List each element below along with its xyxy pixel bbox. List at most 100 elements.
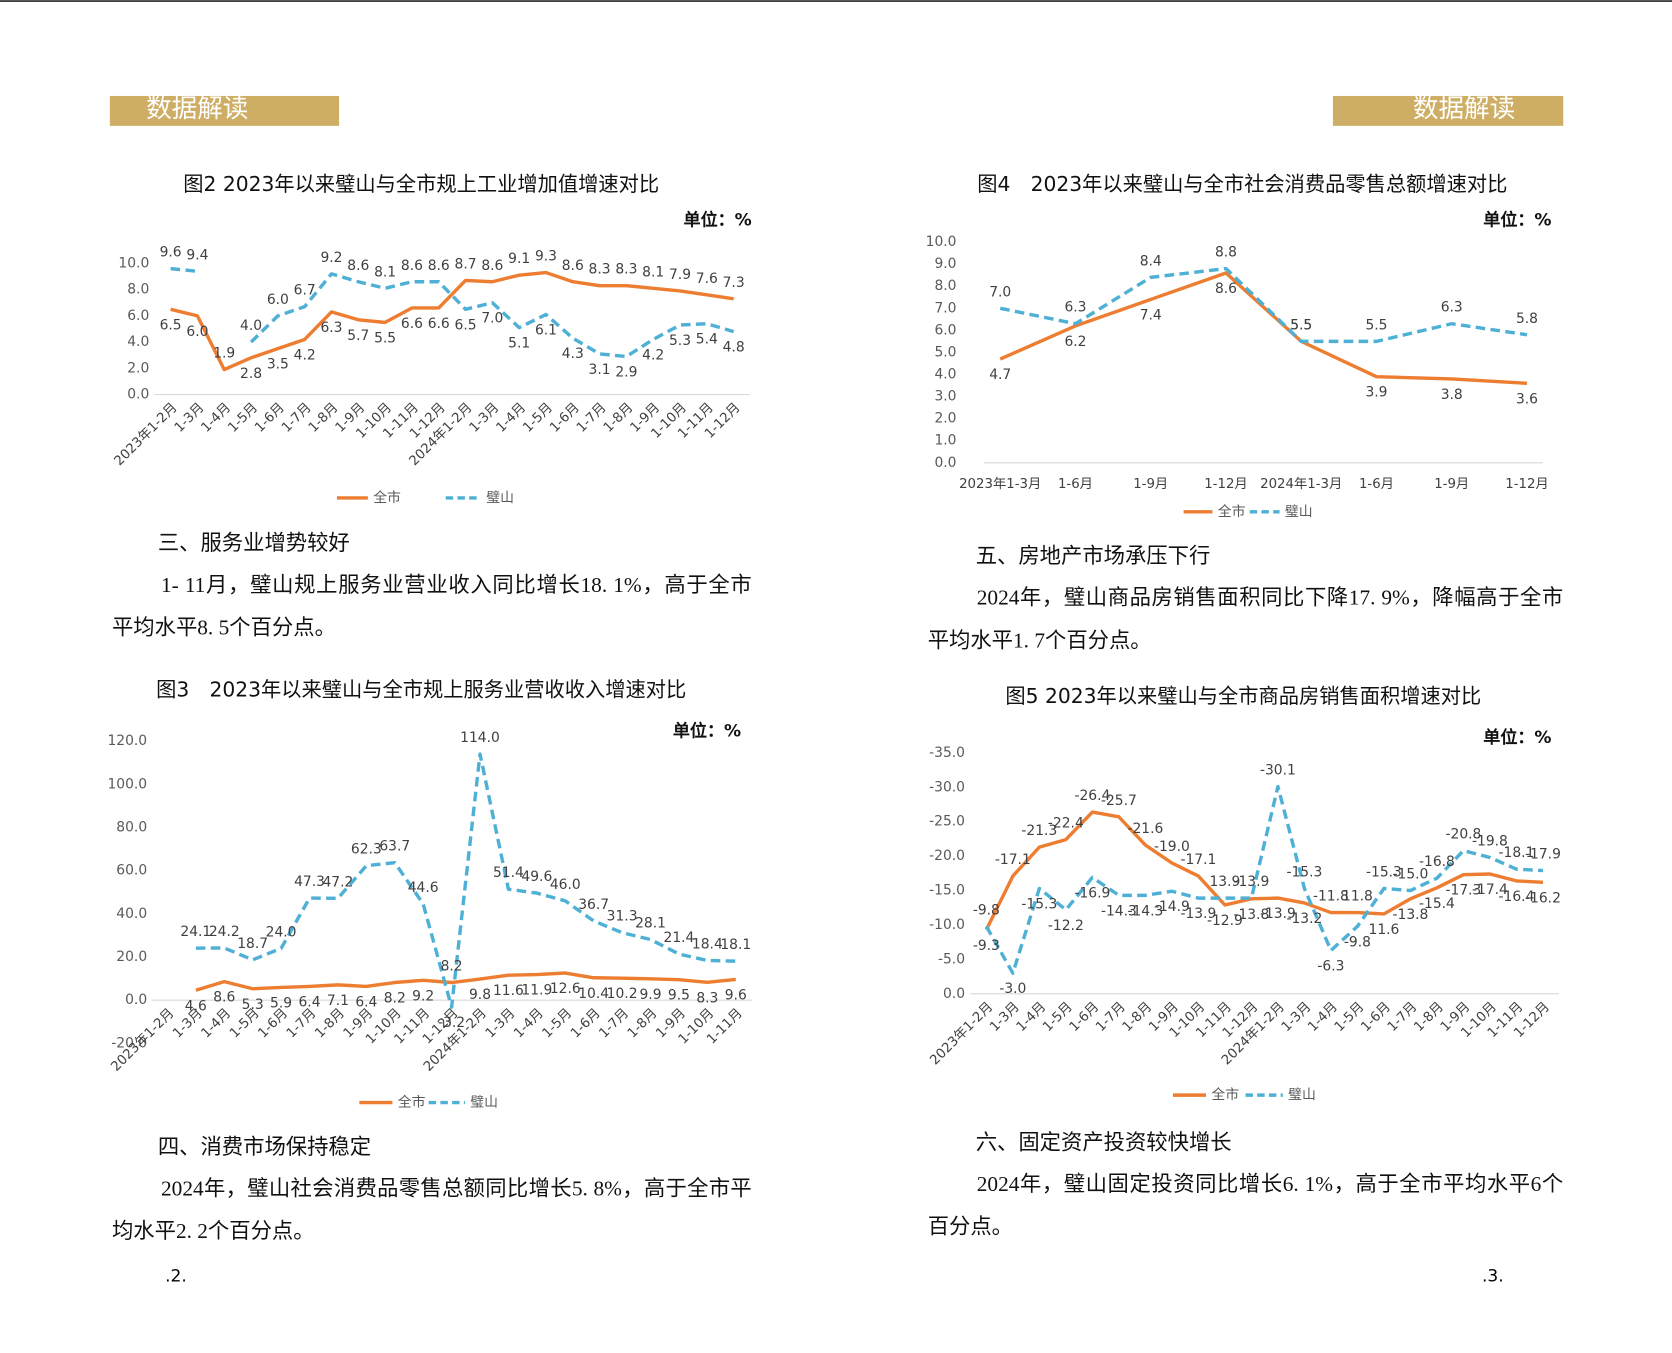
data-label: -16.9 bbox=[1074, 885, 1110, 901]
data-label: -9.8 bbox=[973, 902, 1000, 918]
y-tick-label: 20.0 bbox=[116, 949, 147, 965]
data-label: -14.3 bbox=[1101, 903, 1137, 919]
series-line bbox=[170, 266, 735, 359]
data-label: -19.8 bbox=[1472, 833, 1508, 849]
x-tick-label: 1-6月 bbox=[1067, 1000, 1102, 1035]
y-tick-label: -25.0 bbox=[929, 814, 965, 830]
data-label: 6.4 bbox=[355, 994, 377, 1010]
data-label: 4.0 bbox=[240, 318, 262, 334]
x-tick-label: 1-12月 bbox=[1505, 477, 1549, 492]
y-tick-label: 3.0 bbox=[934, 389, 956, 405]
x-tick-label: 1-7月 bbox=[597, 1006, 632, 1041]
data-label: 4.2 bbox=[294, 347, 316, 363]
data-label: -15.3 bbox=[1021, 896, 1057, 912]
data-label: 47.3 bbox=[294, 874, 325, 890]
x-tick-label: 1-12月 bbox=[1204, 477, 1248, 492]
data-label: 46.0 bbox=[550, 877, 581, 893]
data-label: 6.2 bbox=[1064, 334, 1086, 350]
x-tick-label: 1-5月 bbox=[226, 400, 261, 435]
data-label: 8.6 bbox=[1215, 281, 1237, 297]
data-label: 44.6 bbox=[408, 880, 439, 896]
data-label: 7.0 bbox=[989, 284, 1011, 300]
page-number: .2. bbox=[165, 1266, 187, 1286]
data-label: -15.0 bbox=[1393, 867, 1429, 883]
y-tick-label: 0.0 bbox=[934, 455, 956, 471]
data-label: 8.3 bbox=[615, 262, 637, 278]
x-tick-label: 1-7月 bbox=[574, 400, 609, 435]
data-label: 36.7 bbox=[578, 897, 609, 913]
unit-label: 单位：% bbox=[673, 721, 741, 742]
data-label: -22.4 bbox=[1048, 816, 1084, 832]
data-label: 7.3 bbox=[723, 275, 745, 291]
data-label: 8.6 bbox=[401, 258, 423, 274]
data-label: -9.3 bbox=[973, 938, 1000, 954]
header-text: 数据解读 bbox=[1413, 94, 1515, 123]
data-label: -17.4 bbox=[1472, 882, 1508, 898]
x-tick-label: 1-7月 bbox=[1093, 1000, 1128, 1035]
data-label: -26.4 bbox=[1074, 788, 1110, 804]
x-tick-label: 2023年1-3月 bbox=[959, 476, 1041, 492]
data-label: -3.0 bbox=[999, 981, 1026, 997]
data-label: 8.2 bbox=[441, 959, 463, 975]
data-label: -16.8 bbox=[1419, 854, 1455, 870]
y-tick-label: 8.0 bbox=[127, 282, 149, 298]
data-label: 18.1 bbox=[720, 937, 751, 953]
chart-title: 图5 2023年以来璧山与全市商品房销售面积增速对比 bbox=[1005, 684, 1481, 708]
data-label: 3.1 bbox=[589, 362, 611, 378]
data-label: 1.9 bbox=[213, 346, 235, 362]
legend-label: 全市 bbox=[1211, 1086, 1239, 1103]
data-label: 8.1 bbox=[374, 264, 396, 280]
data-label: 5.7 bbox=[347, 328, 369, 344]
data-label: 3.9 bbox=[1365, 385, 1387, 401]
y-tick-label: 8.0 bbox=[934, 278, 956, 294]
x-tick-label: 1-4月 bbox=[511, 1006, 546, 1041]
y-tick-label: 40.0 bbox=[116, 906, 147, 922]
data-label: 3.8 bbox=[1441, 387, 1463, 403]
data-label: -15.3 bbox=[1366, 864, 1402, 880]
x-tick-label: 2024年1-3月 bbox=[1260, 476, 1342, 492]
data-label: -15.3 bbox=[1286, 864, 1322, 880]
data-label: 7.0 bbox=[481, 311, 503, 327]
chart-title: 图2 2023年以来璧山与全市规上工业增加值增速对比 bbox=[183, 172, 659, 196]
data-label: 21.4 bbox=[664, 930, 695, 946]
section-heading: 三、服务业增势较好 bbox=[157, 532, 350, 556]
data-label: 6.0 bbox=[186, 324, 208, 340]
series-line bbox=[195, 752, 736, 1009]
data-label: 5.5 bbox=[1290, 317, 1312, 333]
data-label: 9.6 bbox=[160, 245, 182, 261]
data-label: 114.0 bbox=[460, 730, 500, 746]
data-label: 47.2 bbox=[322, 874, 353, 890]
section-heading: 四、消费市场保持稳定 bbox=[157, 1135, 372, 1160]
data-label: 6.3 bbox=[320, 320, 342, 336]
data-label: 6.1 bbox=[535, 323, 557, 339]
data-label: -16.2 bbox=[1525, 890, 1561, 906]
data-label: 9.8 bbox=[469, 987, 491, 1003]
data-label: 24.2 bbox=[209, 924, 240, 940]
data-label: -12.2 bbox=[1048, 918, 1084, 934]
data-label: 9.5 bbox=[668, 988, 690, 1004]
series-line bbox=[999, 266, 1528, 344]
data-label: 8.3 bbox=[696, 990, 718, 1006]
x-tick-label: 1-5月 bbox=[520, 400, 555, 435]
series-line bbox=[984, 810, 1544, 931]
data-label: 8.7 bbox=[455, 256, 477, 272]
header-bar bbox=[1332, 95, 1564, 126]
data-label: 11.6 bbox=[493, 983, 524, 999]
data-label: 6.5 bbox=[160, 317, 182, 333]
data-label: -12.9 bbox=[1207, 913, 1243, 929]
paragraph: 1- 11月，璧山规上服务业营业收入同比增长18. 1%，高于全市平均水平8. … bbox=[111, 573, 752, 640]
legend-label: 璧山 bbox=[470, 1094, 498, 1111]
data-label: -19.0 bbox=[1154, 839, 1190, 855]
data-label: -17.9 bbox=[1525, 847, 1561, 863]
paragraph: 2024年，璧山社会消费品零售总额同比增长5. 8%，高于全市平均水平2. 2个… bbox=[111, 1177, 752, 1244]
data-label: 8.6 bbox=[347, 258, 369, 274]
data-label: 28.1 bbox=[635, 916, 666, 932]
data-label: 5.9 bbox=[270, 995, 292, 1011]
data-label: 18.4 bbox=[692, 936, 723, 952]
header-text: 数据解读 bbox=[146, 94, 248, 123]
data-label: -13.9 bbox=[1180, 906, 1216, 922]
data-label: -14.9 bbox=[1154, 899, 1190, 915]
x-tick-label: 1-3月 bbox=[987, 1000, 1022, 1035]
y-tick-label: 9.0 bbox=[934, 256, 956, 272]
data-label: 5.3 bbox=[669, 333, 691, 349]
